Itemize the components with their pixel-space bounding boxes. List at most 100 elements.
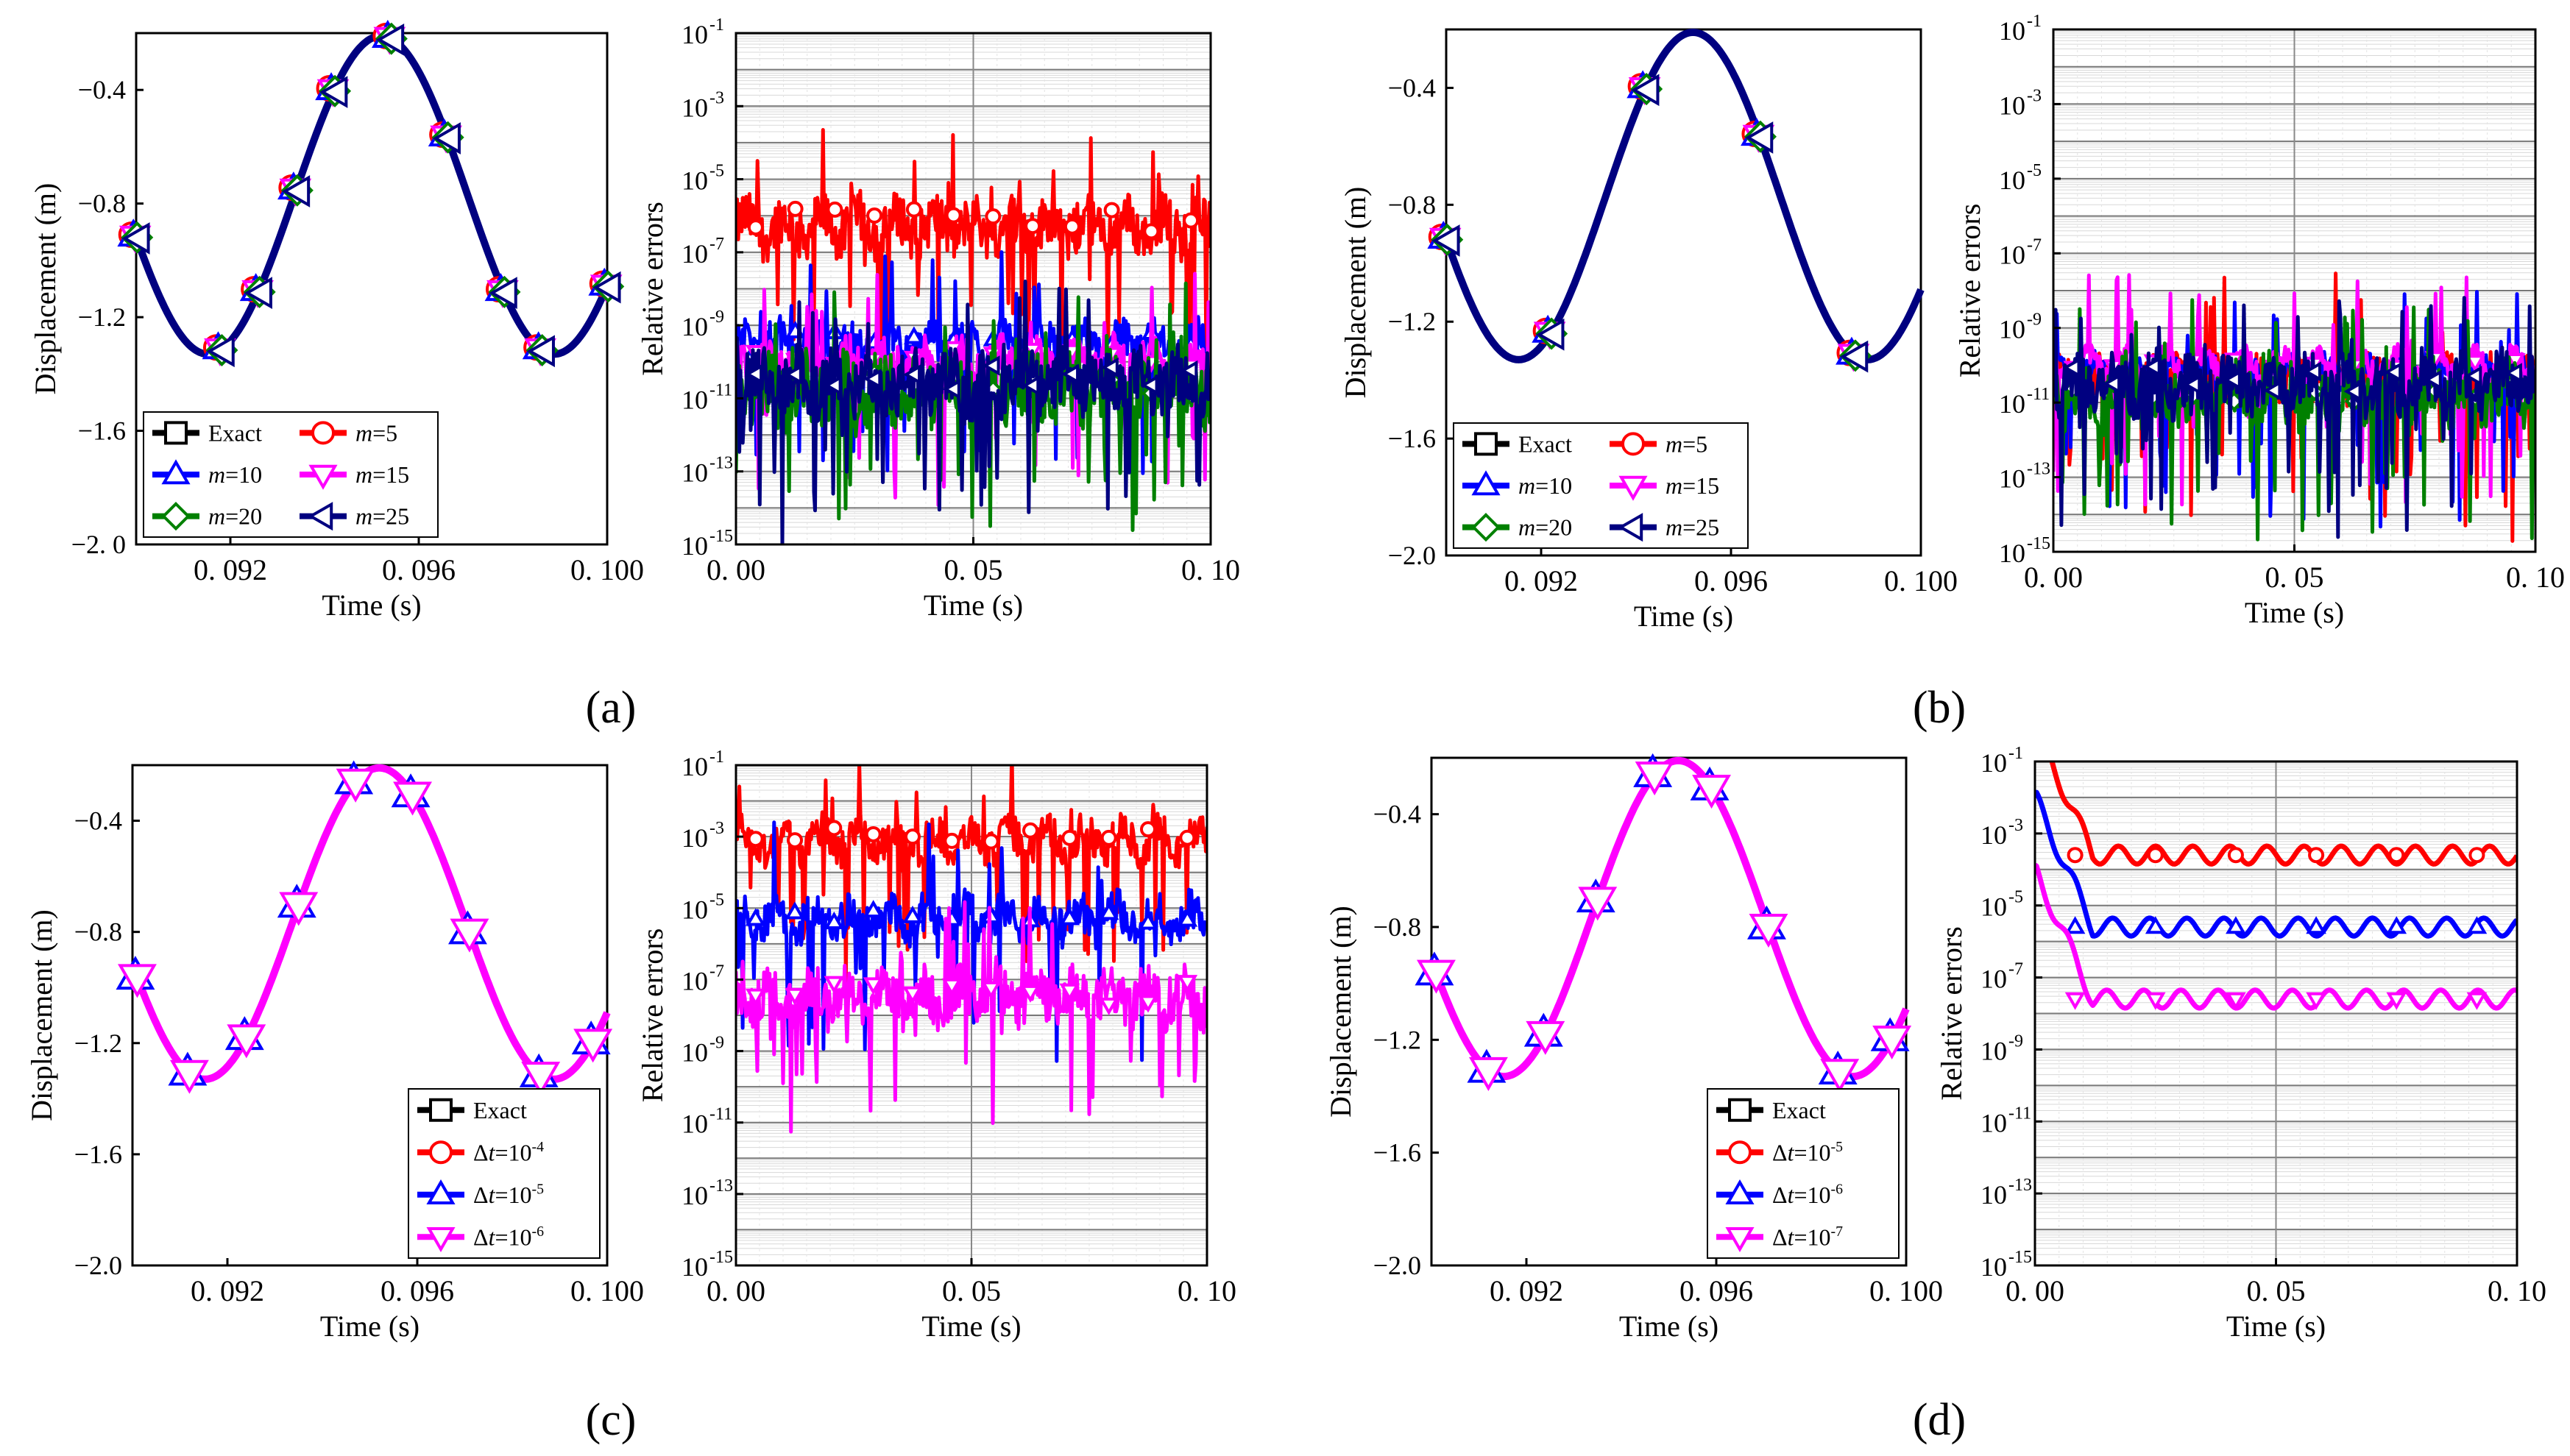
legend-label: m=25 [355, 503, 409, 530]
error-series-marker [1177, 975, 1198, 993]
y-tick-label: 10 [1980, 1108, 2007, 1137]
legend-text-part: m [208, 503, 225, 530]
x-axis-label: Time (s) [1634, 600, 1733, 633]
legend-text-part: Δ [1772, 1182, 1788, 1208]
data-marker [117, 964, 157, 998]
legend-label: m=25 [1665, 514, 1719, 541]
error-series-marker [787, 832, 803, 849]
legend-text-part: m [355, 503, 372, 530]
error-series-marker [902, 986, 923, 1004]
legend-marker [1471, 470, 1501, 496]
error-series-marker [863, 900, 884, 918]
y-tick-label: 10 [682, 239, 708, 269]
legend-label: Δt=10-5 [473, 1182, 544, 1208]
y-tick-exponent: -5 [2027, 161, 2042, 180]
y-tick-base: 10 [682, 1181, 708, 1210]
data-marker [1745, 121, 1774, 154]
error-series-marker [2466, 992, 2488, 1010]
data-marker [1872, 1025, 1912, 1059]
data-marker [206, 335, 235, 368]
error-series-marker [1138, 912, 1158, 930]
legend-label: m=15 [1665, 472, 1719, 499]
x-tick-label: 0. 100 [1884, 564, 1958, 597]
data-marker [1820, 1059, 1860, 1093]
y-tick-exponent: -15 [709, 527, 733, 546]
error-series-marker [2504, 363, 2522, 383]
y-tick-base: 10 [1999, 166, 2025, 195]
legend-text-part: m [208, 461, 225, 488]
y-tick-base: 10 [1999, 240, 2025, 269]
y-tick-base: 10 [1980, 965, 2007, 994]
data-marker [1536, 318, 1565, 351]
x-axis-label: Time (s) [1619, 1310, 1718, 1343]
error-series-marker [941, 978, 963, 996]
x-tick-label: 0. 10 [2506, 561, 2565, 594]
legend-marker [308, 464, 338, 490]
y-axis-label: Displacement (m) [1324, 906, 1357, 1118]
error-series-marker [1061, 363, 1080, 385]
y-tick-exponent: -11 [2008, 1104, 2031, 1123]
y-tick-label: −0.4 [78, 75, 126, 104]
y-tick-label: −1.6 [1373, 1138, 1421, 1168]
error-series-marker [2064, 916, 2086, 934]
data-marker [526, 335, 555, 368]
series-group [2035, 761, 2517, 1011]
legend-text-part: Δ [473, 1224, 489, 1250]
chart-c-displacement: −2.0 −1.6 −1.2 −0.8 −0.4 0. 092 0. 096 0. 100 Ti… [25, 760, 644, 1343]
x-tick-label: 0. 092 [1504, 564, 1578, 597]
error-series-marker [2306, 992, 2326, 1010]
y-tick-label: −2.0 [1373, 1251, 1421, 1280]
legend-text-part: m [355, 419, 372, 446]
y-tick-label: 10 [1999, 464, 2025, 494]
displacement-curve [132, 32, 611, 358]
error-series-marker [1059, 983, 1080, 1001]
legend-text-part: Exact [1772, 1097, 1826, 1123]
legend-label: m=20 [1518, 514, 1572, 541]
x-tick-label: 0. 00 [2024, 561, 2083, 594]
legend-marker [161, 502, 191, 531]
y-tick-exponent: -1 [709, 747, 724, 767]
legend-text-part: m [355, 461, 372, 488]
legend-label: Exact [208, 419, 262, 446]
legend-label: m=20 [208, 503, 262, 530]
y-tick-label: −1.2 [78, 302, 126, 332]
y-tick-exponent: -1 [2008, 744, 2023, 763]
error-series-marker [2303, 361, 2321, 382]
error-series-marker [1022, 375, 1040, 396]
x-tick-label: 0. 10 [2488, 1274, 2546, 1307]
x-tick-label: 0. 096 [1679, 1274, 1753, 1307]
data-marker [1416, 959, 1456, 994]
data-marker [393, 781, 433, 816]
legend-text-part: -4 [532, 1139, 545, 1155]
y-tick-exponent: -11 [709, 1105, 732, 1124]
legend-label: m=10 [1518, 472, 1572, 499]
y-tick-label: −2.0 [74, 1251, 122, 1280]
x-tick-label: 0. 10 [1181, 553, 1240, 586]
x-tick-label: 0. 100 [570, 1274, 644, 1307]
legend-marker [1618, 475, 1648, 501]
error-series-marker [863, 977, 884, 995]
error-series-marker [745, 908, 766, 926]
legend-text-part: =10 [495, 1182, 531, 1208]
x-tick-label: 0. 096 [1694, 564, 1768, 597]
error-series-marker [2263, 380, 2282, 401]
data-marker [521, 1062, 561, 1096]
error-series-marker [2465, 355, 2485, 373]
error-series-marker [2226, 992, 2246, 1010]
error-series-marker [945, 207, 962, 224]
error-series-marker [866, 207, 883, 224]
legend-marker [164, 421, 188, 445]
error-series-marker [2223, 369, 2241, 391]
legend-text-part: m [1518, 472, 1535, 499]
legend-text-part: -7 [1831, 1224, 1844, 1240]
error-series-marker [1024, 218, 1041, 235]
error-series-marker [1140, 374, 1158, 396]
y-tick-base: 10 [682, 1252, 708, 1282]
error-series-marker [824, 375, 842, 396]
y-tick-label: 10 [682, 1109, 708, 1139]
legend-text-part: -5 [532, 1182, 545, 1198]
y-tick-label: −0.8 [1388, 190, 1436, 219]
